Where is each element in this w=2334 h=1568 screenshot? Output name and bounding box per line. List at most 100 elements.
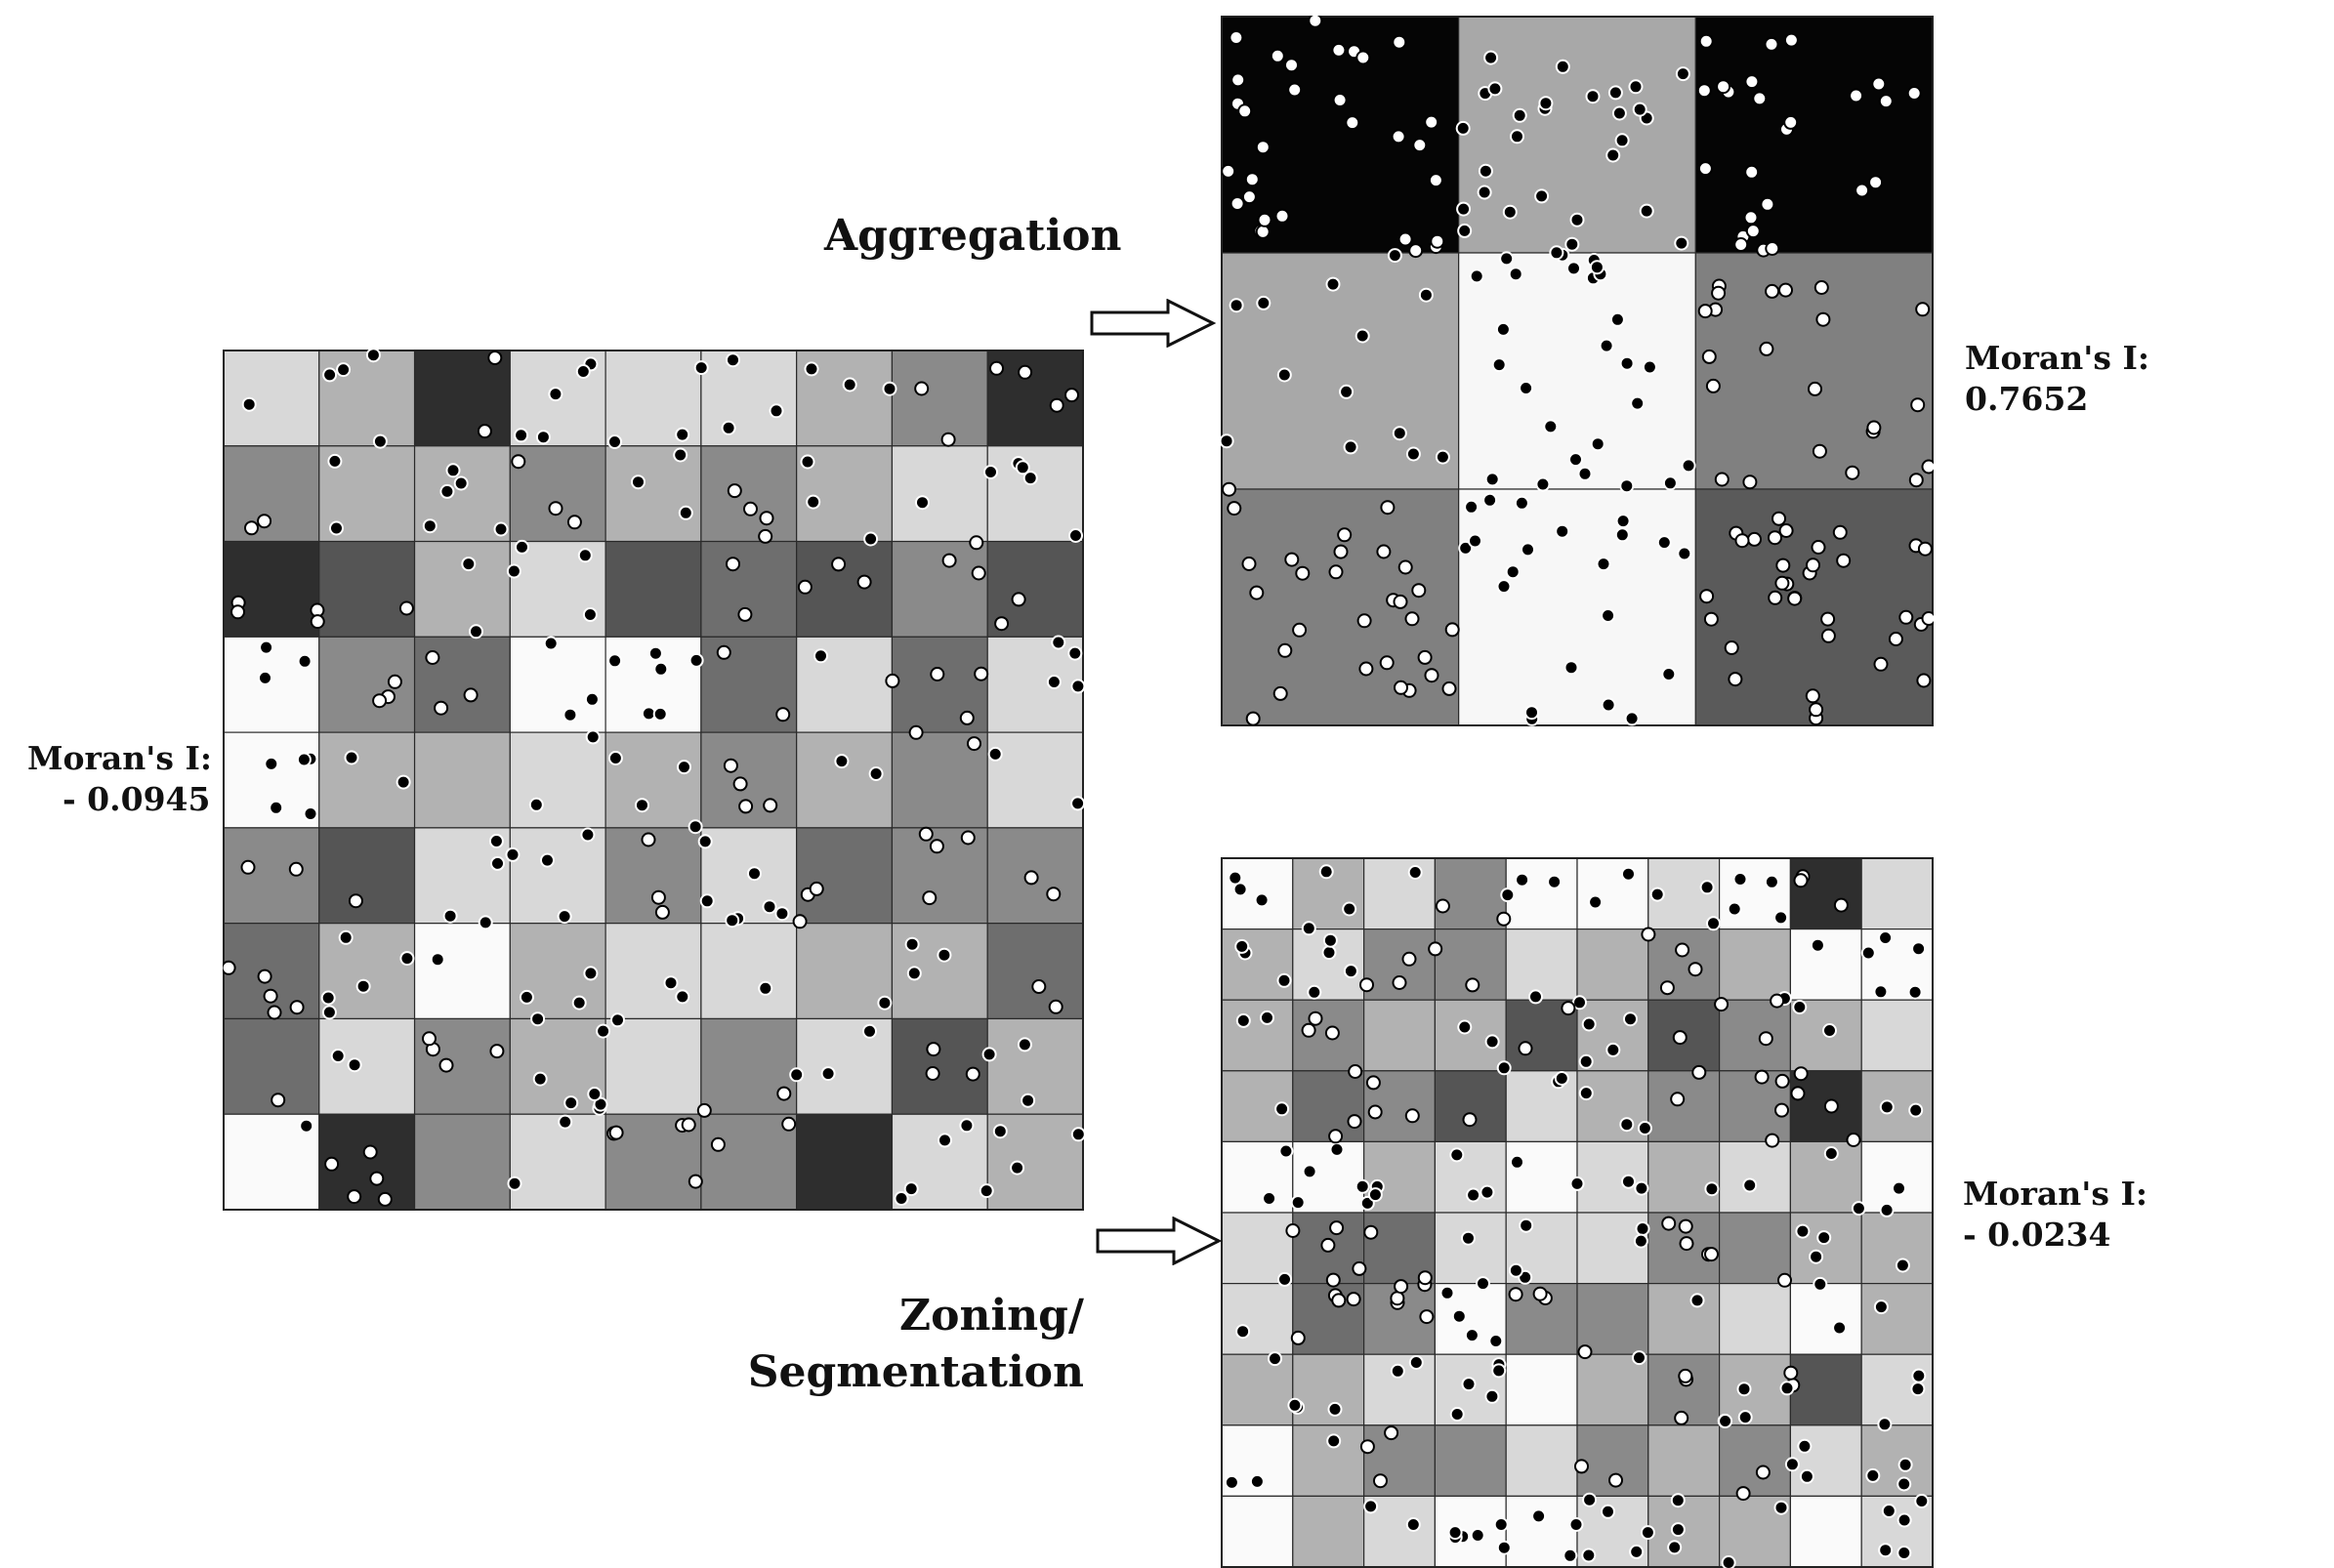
original-point (732, 776, 748, 792)
aggregated-point (1630, 395, 1646, 411)
aggregated-point (1656, 535, 1672, 551)
aggregated-point (1696, 83, 1712, 99)
zoned-point (1727, 901, 1742, 917)
zoned-point (1249, 1473, 1265, 1489)
aggregated-point (1765, 241, 1780, 256)
original-cell (223, 445, 320, 543)
original-point (490, 855, 505, 871)
zoned-point (1621, 1174, 1636, 1189)
zoned-point (1367, 1104, 1383, 1120)
zoned-point (1491, 1363, 1507, 1379)
zoned-point (1447, 1525, 1463, 1541)
zoned-point (1563, 1547, 1578, 1563)
original-border (223, 350, 1084, 1211)
zoned-point (1394, 1279, 1409, 1295)
aggregated-point (1778, 523, 1794, 538)
original-cell (318, 1017, 416, 1115)
original-cell (223, 350, 320, 447)
original-point (507, 1176, 522, 1191)
zoned-point (1508, 1262, 1523, 1278)
zoned-point (1561, 1001, 1576, 1016)
aggregated-point (1255, 224, 1271, 239)
original-cell (700, 350, 798, 447)
original-point (809, 881, 824, 896)
original-point (635, 798, 649, 813)
original-point (1015, 460, 1030, 475)
original-point (348, 893, 363, 909)
original-point (580, 827, 596, 843)
original-point (506, 563, 521, 579)
zoned-point (1878, 930, 1894, 945)
zoned-point (1608, 1472, 1623, 1488)
original-point (259, 640, 274, 655)
zoned-point (1508, 1287, 1523, 1302)
original-point (930, 667, 945, 681)
aggregated-point (1387, 248, 1402, 264)
aggregated-point (1742, 475, 1758, 490)
zoned-point (1574, 1459, 1589, 1474)
original-point (461, 557, 477, 572)
original-cell (413, 540, 511, 638)
aggregated-point (1888, 632, 1903, 646)
zoned-cell (1434, 1495, 1507, 1568)
aggregated-point (1482, 492, 1498, 508)
aggregated-point (1866, 420, 1882, 435)
zoned-cell (1789, 1424, 1862, 1497)
original-point (994, 616, 1010, 632)
original-point (439, 483, 455, 499)
original-point (863, 531, 879, 547)
aggregated-point (1249, 585, 1265, 600)
aggregated-point (1711, 285, 1727, 301)
original-cell (891, 1017, 988, 1115)
zoned-point (1496, 911, 1512, 927)
zoned-point (1346, 1292, 1361, 1307)
original-cell (700, 731, 798, 829)
aggregated-point (1505, 564, 1521, 580)
zoned-point (1322, 932, 1338, 948)
original-point (663, 975, 679, 991)
zoned-point (1790, 1086, 1806, 1101)
zoned-point (1667, 1540, 1683, 1555)
original-point (987, 746, 1003, 762)
original-point (329, 520, 344, 536)
aggregated-point (1502, 204, 1518, 220)
aggregated-point (1549, 245, 1564, 261)
zoned-cell (1434, 1424, 1507, 1497)
original-point (505, 846, 521, 862)
original-point (241, 396, 257, 412)
original-cell (796, 1017, 894, 1115)
original-cell (986, 1017, 1084, 1115)
zoned-point (1755, 1465, 1771, 1480)
original-point (582, 607, 598, 622)
original-point (925, 1066, 940, 1081)
original-point (885, 673, 900, 688)
original-point (906, 966, 922, 981)
aggregated-point (1642, 359, 1657, 375)
zoned-point (1449, 1147, 1465, 1163)
zoned-point (1670, 1522, 1686, 1538)
zoned-cell (1505, 1353, 1578, 1426)
original-point (678, 505, 693, 520)
zoned-point (1605, 1042, 1621, 1057)
zoned-point (1476, 1276, 1490, 1292)
original-point (548, 387, 563, 402)
aggregated-point (1849, 88, 1864, 103)
original-cell (413, 1113, 511, 1211)
zoned-point (1528, 989, 1543, 1005)
zoned-point (1670, 1092, 1686, 1107)
aggregated-point (1393, 594, 1408, 609)
original-point (575, 364, 591, 379)
aggregated-point (1255, 140, 1271, 155)
zoned-point (1352, 1260, 1367, 1276)
zoned-point (1621, 866, 1636, 882)
aggregated-point (1391, 129, 1406, 144)
aggregated-point (1733, 237, 1749, 252)
zoned-point (1367, 1187, 1383, 1203)
aggregated-point (1417, 649, 1433, 665)
original-point (862, 1023, 877, 1039)
aggregated-point (1661, 667, 1677, 681)
original-cell (986, 445, 1084, 543)
aggregated-point (1519, 381, 1534, 395)
zoned-point (1488, 1334, 1504, 1348)
zoned-point (1325, 1272, 1341, 1288)
